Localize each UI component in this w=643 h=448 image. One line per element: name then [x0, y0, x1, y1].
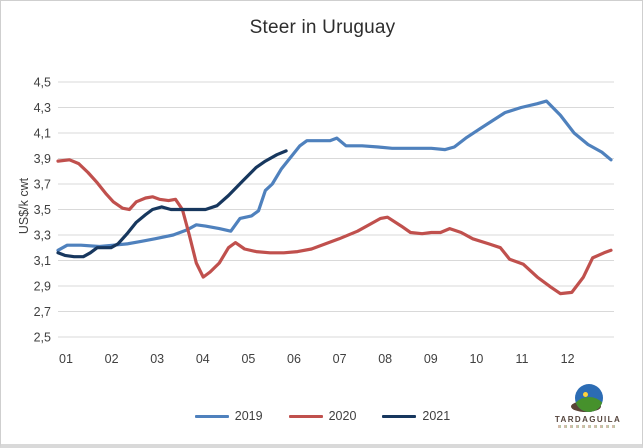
legend-item-2019: 2019	[194, 409, 263, 423]
legend-label-2020: 2020	[328, 409, 357, 423]
legend-swatch-2021	[382, 414, 417, 418]
x-tick-label: 11	[516, 352, 529, 366]
y-tick-label: 4,5	[34, 76, 51, 90]
series-line-2021	[56, 149, 288, 259]
legend-label-2021: 2021	[422, 409, 451, 423]
y-tick-label: 2,9	[34, 280, 51, 294]
y-tick-label: 2,7	[34, 305, 51, 319]
logo-hill-shape	[575, 397, 603, 412]
series-line-2019	[56, 99, 613, 252]
legend-label-2019: 2019	[234, 409, 263, 423]
x-tick-label: 10	[469, 352, 483, 366]
plot-area: 4,5 4,3 4,1 3,9 3,7 3,5 3,3 3,1 2,9 2,7 2,5 01 02 03 0…	[34, 76, 614, 366]
logo-text: TARDAGUILA	[554, 415, 622, 424]
y-tick-label: 4,1	[34, 127, 51, 141]
x-tick-label: 01	[59, 352, 73, 366]
logo-globe-icon	[571, 384, 605, 414]
y-tick-label: 3,9	[34, 152, 51, 166]
legend-swatch-2020	[288, 414, 323, 418]
y-tick-label: 2,5	[34, 331, 51, 345]
y-tick-label: 3,1	[34, 254, 51, 268]
logo-ball-shape	[575, 384, 603, 412]
x-tick-label: 07	[333, 352, 347, 366]
legend-swatch-2019	[194, 414, 229, 418]
x-tick-label: 06	[287, 352, 301, 366]
x-tick-label: 12	[561, 352, 575, 366]
x-tick-label: 09	[424, 352, 438, 366]
y-tick-label: 3,7	[34, 178, 51, 192]
x-tick-label: 03	[150, 352, 164, 366]
x-tick-label: 08	[378, 352, 392, 366]
y-tick-label: 4,3	[34, 101, 51, 115]
x-tick-label: 04	[196, 352, 210, 366]
legend: 2019 2020 2021	[1, 409, 642, 423]
tardaguila-logo: TARDAGUILA	[552, 384, 624, 428]
logo-subtext-stripe	[558, 425, 618, 428]
chart-title: Steer in Uruguay	[249, 17, 396, 38]
logo-sun-dot	[583, 392, 588, 397]
x-tick-label: 02	[105, 352, 119, 366]
x-tick-label: 05	[241, 352, 255, 366]
y-tick-label: 3,5	[34, 203, 51, 217]
y-tick-label: 3,3	[34, 229, 51, 243]
legend-item-2020: 2020	[288, 409, 357, 423]
legend-item-2021: 2021	[382, 409, 450, 423]
series-line-2020	[56, 158, 613, 296]
